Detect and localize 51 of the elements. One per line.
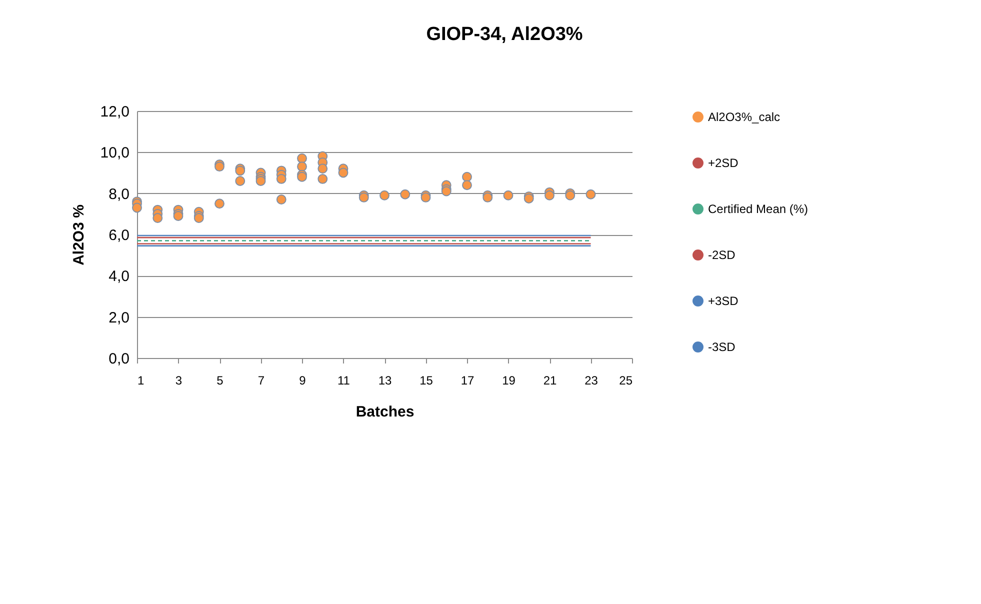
y-tick-label: 8,0 [108,186,130,203]
point [132,202,142,213]
x-tick-label: 17 [460,374,474,388]
point [152,213,163,223]
x-tick-label: 9 [299,374,306,388]
point [462,172,472,182]
point [400,189,410,200]
point [297,162,307,172]
point [503,190,514,200]
legend-label: -3SD [708,340,736,354]
point [338,168,348,178]
point [462,180,472,190]
point [276,174,286,184]
x-tick-label: 1 [138,374,144,388]
legend-label: -2SD [708,248,736,262]
x-tick-label: 13 [378,374,392,388]
point [235,176,246,186]
point [173,211,184,221]
point [586,189,596,200]
point [524,194,534,204]
y-axis-title: Al2O3 % [70,204,88,266]
y-tick-label: 10,0 [100,144,130,162]
x-tick-label: 7 [258,374,265,388]
x-tick-label: 19 [502,374,516,388]
x-tick-label: 21 [543,374,557,388]
point [297,153,307,164]
point [276,194,286,204]
legend-label: +2SD [708,156,739,170]
x-tick-label: 25 [619,374,633,388]
x-tick-label: 23 [584,374,598,388]
point [380,190,390,200]
chart-title: GIOP-34, Al2O3% [426,24,583,45]
point [214,162,224,172]
x-tick-label: 5 [216,374,224,388]
y-tick-label: 4,0 [108,268,130,286]
y-tick-label: 12,0 [100,104,130,120]
y-tick-label: 2,0 [108,309,130,326]
y-tick-label: 0,0 [108,350,130,368]
x-tick-label: 11 [338,374,350,388]
x-axis-title: Batches [356,404,414,420]
point [256,176,266,186]
point [318,164,328,174]
legend-label: Certified Mean (%) [708,202,808,216]
point [318,174,328,184]
point [544,190,554,200]
legend-label: Al2O3%_calc [708,110,780,124]
y-tick-label: 6,0 [108,227,130,244]
x-tick-label: 3 [175,374,182,388]
x-tick-label: 15 [420,374,434,388]
legend-label: +3SD [708,294,739,308]
point [214,198,224,209]
